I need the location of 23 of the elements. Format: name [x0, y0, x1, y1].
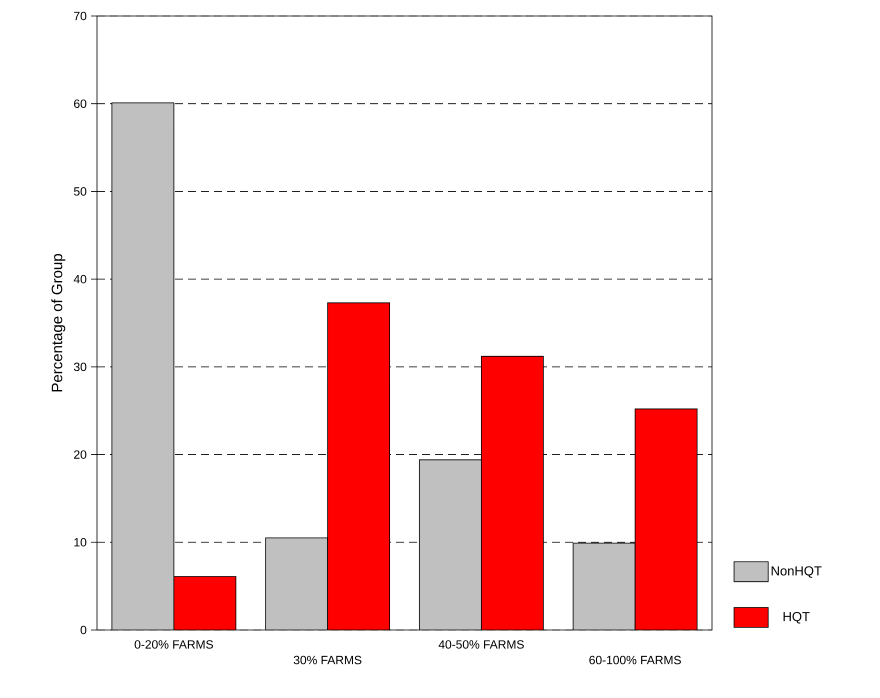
y-tick-label: 10	[74, 538, 86, 547]
bar	[266, 538, 328, 630]
y-tick-label: 40	[74, 274, 86, 284]
bar	[572, 542, 636, 630]
y-tick-label: 60	[74, 99, 86, 108]
y-tick-label: 30	[74, 362, 86, 372]
y-tick-label: 0	[80, 626, 86, 634]
bar	[419, 460, 482, 630]
bar	[112, 102, 174, 630]
y-tick-label: 20	[74, 450, 86, 459]
x-tick-label: 0-20% FARMS	[134, 640, 214, 649]
legend-label: NonHQT	[772, 566, 822, 578]
bar	[328, 302, 390, 630]
bar	[634, 408, 698, 630]
y-tick-label: 50	[74, 187, 86, 196]
x-tick-label: 40-50% FARMS	[438, 640, 524, 649]
x-tick-label: 60-100% FARMS	[589, 656, 681, 664]
y-axis-title: Percentage of Group	[51, 254, 66, 392]
legend-label: HQT	[784, 612, 810, 624]
bar	[481, 356, 544, 630]
y-tick-label: 70	[74, 12, 86, 20]
x-tick-label: 30% FARMS	[294, 656, 362, 664]
bar	[174, 576, 236, 630]
